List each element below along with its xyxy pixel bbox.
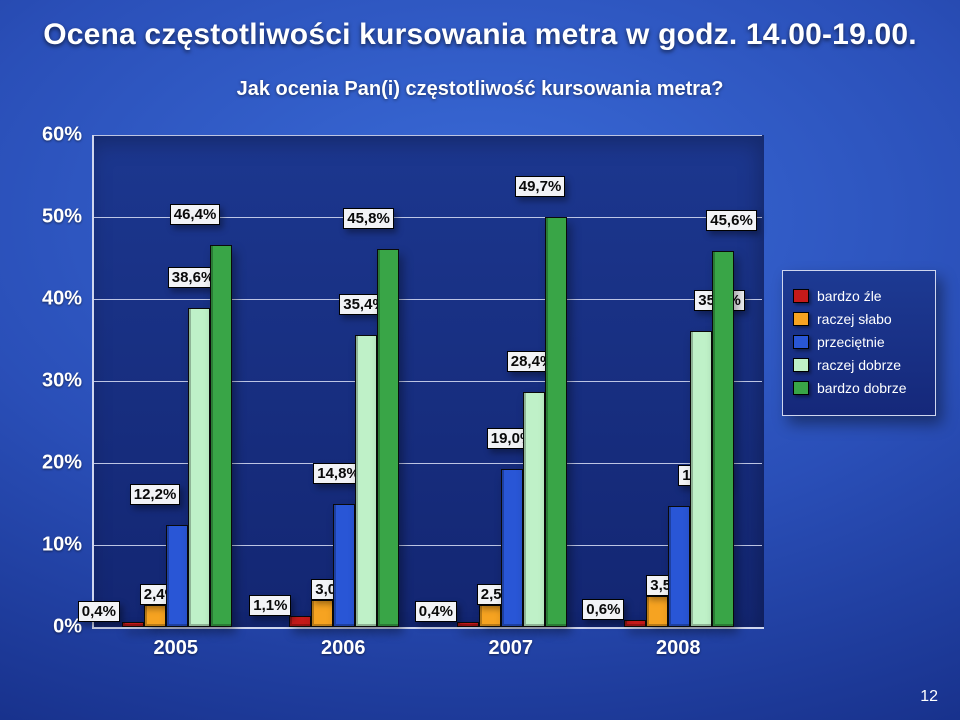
- bar-raczej-dobrze: [690, 331, 712, 627]
- data-label: 0,6%: [582, 599, 624, 620]
- data-label: 46,4%: [170, 204, 221, 225]
- legend-label: bardzo dobrze: [817, 380, 907, 396]
- data-label: 12,2%: [130, 484, 181, 505]
- bar-bardzo-dobrze: [210, 245, 232, 627]
- y-axis-label: 10%: [42, 534, 82, 557]
- legend-label: przeciętnie: [817, 334, 885, 350]
- legend-label: raczej dobrze: [817, 357, 901, 373]
- bar-przeciętnie: [501, 469, 523, 627]
- bar-raczej-słabo: [144, 605, 166, 627]
- data-label: 1,1%: [249, 595, 291, 616]
- bar-przeciętnie: [668, 506, 690, 627]
- bar-przeciętnie: [333, 504, 355, 627]
- y-axis-label: 60%: [42, 124, 82, 147]
- y-axis-label: 30%: [42, 370, 82, 393]
- y-axis-label: 50%: [42, 206, 82, 229]
- gridline: [92, 299, 762, 300]
- x-axis-label: 2005: [154, 637, 199, 660]
- legend-item: bardzo źle: [793, 288, 925, 304]
- legend-swatch: [793, 358, 809, 372]
- page-subtitle: Jak ocenia Pan(i) częstotliwość kursowan…: [0, 78, 960, 101]
- legend-item: raczej dobrze: [793, 357, 925, 373]
- bar-raczej-słabo: [479, 605, 501, 628]
- bar-bardzo-źle: [122, 622, 144, 627]
- y-axis-label: 40%: [42, 288, 82, 311]
- legend-swatch: [793, 312, 809, 326]
- data-label: 0,4%: [78, 601, 120, 622]
- bar-bardzo-źle: [624, 620, 646, 627]
- bar-raczej-dobrze: [355, 335, 377, 627]
- legend-swatch: [793, 289, 809, 303]
- bar-raczej-dobrze: [523, 392, 545, 627]
- page-title: Ocena częstotliwości kursowania metra w …: [0, 18, 960, 52]
- gridline: [92, 135, 762, 136]
- data-label: 45,6%: [706, 210, 757, 231]
- legend: bardzo źle raczej słabo przeciętnie raczej …: [782, 270, 936, 416]
- bar-raczej-dobrze: [188, 308, 210, 627]
- bar-raczej-słabo: [311, 600, 333, 627]
- bar-przeciętnie: [166, 525, 188, 627]
- legend-item: przeciętnie: [793, 334, 925, 350]
- bar-bardzo-źle: [457, 622, 479, 627]
- chart-plot: 0%10%20%30%40%50%60% 0,4%2,4%12,2%38,6%4…: [92, 135, 762, 627]
- bar-raczej-słabo: [646, 596, 668, 627]
- bar-bardzo-dobrze: [377, 249, 399, 627]
- legend-item: bardzo dobrze: [793, 380, 925, 396]
- bar-bardzo-dobrze: [712, 251, 734, 627]
- data-label: 0,4%: [415, 601, 457, 622]
- y-axis-label: 20%: [42, 452, 82, 475]
- x-axis-label: 2007: [489, 637, 534, 660]
- legend-item: raczej słabo: [793, 311, 925, 327]
- page-number: 12: [920, 688, 938, 706]
- data-label: 49,7%: [515, 176, 566, 197]
- bar-bardzo-dobrze: [545, 217, 567, 627]
- bar-bardzo-źle: [289, 616, 311, 627]
- legend-label: bardzo źle: [817, 288, 882, 304]
- x-axis-label: 2006: [321, 637, 366, 660]
- legend-swatch: [793, 335, 809, 349]
- legend-label: raczej słabo: [817, 311, 892, 327]
- legend-swatch: [793, 381, 809, 395]
- x-axis-label: 2008: [656, 637, 701, 660]
- data-label: 45,8%: [343, 208, 394, 229]
